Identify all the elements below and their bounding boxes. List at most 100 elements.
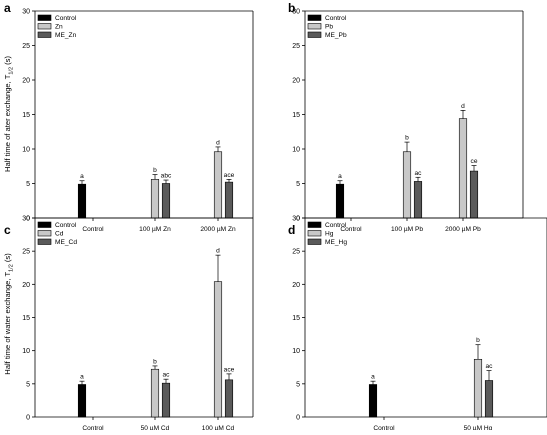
y-tick-label: 30 (22, 9, 30, 16)
legend-swatch (38, 15, 51, 21)
bar (470, 171, 478, 218)
bar (151, 369, 159, 417)
legend-label: Zn (55, 24, 63, 31)
x-tick-label: 100 µM Pb (391, 226, 423, 233)
y-tick-label: 0 (26, 415, 30, 422)
y-tick-label: 25 (22, 249, 30, 256)
bar (369, 384, 377, 417)
legend: ControlHgME_Hg (308, 222, 347, 246)
significance-label: d (216, 248, 220, 255)
legend-swatch (308, 231, 321, 237)
significance-label: b (405, 135, 409, 142)
legend-swatch (308, 222, 321, 228)
y-tick-label: 15 (22, 112, 30, 119)
bar (225, 182, 233, 218)
x-tick-label: 50 µM Cd (141, 425, 170, 430)
bar (162, 184, 170, 219)
y-axis-title: Half time of water exchange, T1/2 (s) (3, 253, 15, 375)
x-tick-label: Control (373, 425, 395, 430)
legend-label: Pb (325, 24, 333, 31)
legend-label: ME_Cd (55, 239, 77, 246)
legend-label: Control (55, 222, 77, 229)
y-tick-label: 15 (292, 315, 300, 322)
bar (225, 380, 233, 417)
legend-swatch (38, 231, 51, 237)
x-tick-label: Control (82, 226, 104, 233)
bar (403, 152, 411, 218)
significance-label: ce (471, 158, 478, 165)
bar (162, 383, 170, 417)
significance-label: a (80, 173, 84, 180)
x-tick-label: 50 µM Hg (464, 425, 493, 430)
legend-label: Cd (55, 231, 64, 238)
significance-label: abc (161, 173, 172, 180)
y-tick-label: 5 (26, 181, 30, 188)
y-tick-label: 20 (292, 78, 300, 85)
legend-label: Control (325, 15, 347, 22)
legend-swatch (38, 239, 51, 245)
legend-swatch (38, 24, 51, 30)
bar (336, 184, 344, 218)
y-tick-label: 5 (296, 381, 300, 388)
bar (151, 179, 159, 218)
legend-label: ME_Zn (55, 32, 77, 39)
bar (485, 381, 493, 417)
legend-swatch (38, 32, 51, 38)
legend: Control ZnME_Zn (38, 15, 77, 39)
x-tick-label: 100 µM Cd (202, 425, 235, 430)
significance-label: b (153, 358, 157, 365)
legend: ControlPbME_Pb (308, 15, 347, 39)
y-tick-label: 10 (22, 147, 30, 154)
panel-d: d051015202530Control50 µM HgabacControlH… (288, 216, 547, 431)
bar (214, 282, 222, 417)
legend-swatch (308, 239, 321, 245)
bar (78, 184, 86, 218)
legend: Control CdME_Cd (38, 222, 77, 246)
legend-swatch (38, 222, 51, 228)
significance-label: ac (415, 170, 423, 177)
y-tick-label: 10 (22, 348, 30, 355)
bar (78, 384, 86, 417)
panel-b: b051015202530Control100 µM Pb2000 µM Pba… (288, 1, 523, 233)
significance-label: ace (224, 172, 235, 179)
legend-swatch (308, 24, 321, 30)
bar (474, 359, 482, 417)
legend-swatch (308, 15, 321, 21)
y-tick-label: 25 (22, 43, 30, 50)
x-tick-label: 2000 µM Zn (200, 226, 236, 233)
legend-label: Control (325, 222, 347, 229)
y-tick-label: 30 (292, 9, 300, 16)
x-tick-label: Control (82, 425, 104, 430)
panel-c: c051015202530Control50 µM Cd100 µM Cdabd… (4, 216, 253, 431)
significance-label: d (216, 139, 220, 146)
legend-label: Hg (325, 231, 334, 238)
significance-label: a (80, 374, 84, 381)
y-tick-label: 15 (292, 112, 300, 119)
panel-letter: c (4, 223, 11, 237)
y-tick-label: 30 (22, 216, 30, 223)
significance-label: b (153, 167, 157, 174)
y-tick-label: 25 (292, 43, 300, 50)
y-axis-title: Half time of ater exchange, T1/2 (s) (3, 56, 15, 172)
bar (414, 181, 422, 218)
significance-label: a (338, 173, 342, 180)
legend-label: Control (55, 15, 77, 22)
significance-label: ac (163, 372, 171, 379)
y-tick-label: 10 (292, 147, 300, 154)
panel-letter: d (288, 223, 295, 237)
significance-label: d (461, 103, 465, 110)
bar (459, 119, 467, 218)
significance-label: ac (486, 363, 494, 370)
y-tick-label: 5 (296, 181, 300, 188)
panel-letter: a (4, 1, 11, 15)
y-tick-label: 25 (292, 249, 300, 256)
y-tick-label: 15 (22, 315, 30, 322)
y-tick-label: 20 (22, 78, 30, 85)
significance-label: b (476, 337, 480, 344)
x-tick-label: 2000 µM Pb (445, 226, 481, 233)
significance-label: a (371, 374, 375, 381)
x-tick-label: 100 µM Zn (139, 226, 171, 233)
y-tick-label: 20 (292, 282, 300, 289)
